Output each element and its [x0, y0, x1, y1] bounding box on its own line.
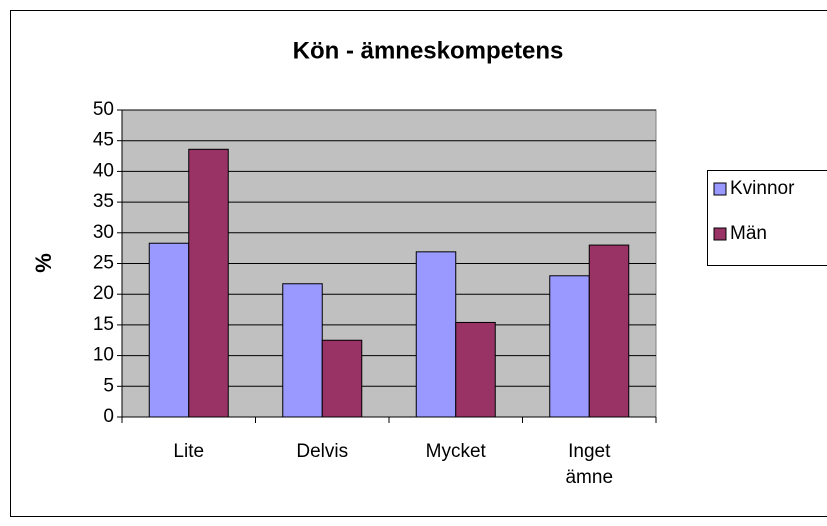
bar	[148, 242, 190, 418]
y-tick-label: 5	[103, 375, 114, 396]
x-tick-label: Lite	[173, 441, 205, 462]
y-tick-label: 30	[93, 222, 114, 243]
x-tick-label: Mycket	[425, 441, 486, 462]
bar	[321, 339, 363, 418]
y-tick-label: 15	[93, 314, 114, 335]
y-tick-label: 20	[93, 283, 114, 304]
legend-label: Kvinnor	[730, 178, 795, 199]
legend-box	[707, 170, 827, 266]
x-tick-label: Inget ämne	[565, 441, 614, 488]
y-tick-label: 35	[93, 191, 114, 212]
chart-title: Kön - ämneskompetens	[293, 37, 564, 64]
y-tick-label: 0	[103, 406, 114, 427]
legend-label: Män	[730, 223, 767, 244]
bar	[415, 251, 457, 418]
y-axis-label: %	[31, 253, 56, 273]
bar	[588, 244, 630, 418]
y-tick-label: 45	[93, 130, 114, 151]
y-tick-label: 50	[93, 99, 114, 120]
x-tick-label: Delvis	[296, 441, 349, 462]
y-tick-label: 10	[93, 345, 114, 366]
legend-swatch	[713, 227, 727, 241]
bar	[188, 148, 229, 418]
bar	[282, 283, 323, 418]
bar	[549, 275, 590, 418]
y-tick-label: 40	[93, 160, 114, 181]
bar	[455, 321, 496, 418]
legend-swatch	[713, 182, 727, 196]
y-tick-label: 25	[93, 253, 114, 274]
